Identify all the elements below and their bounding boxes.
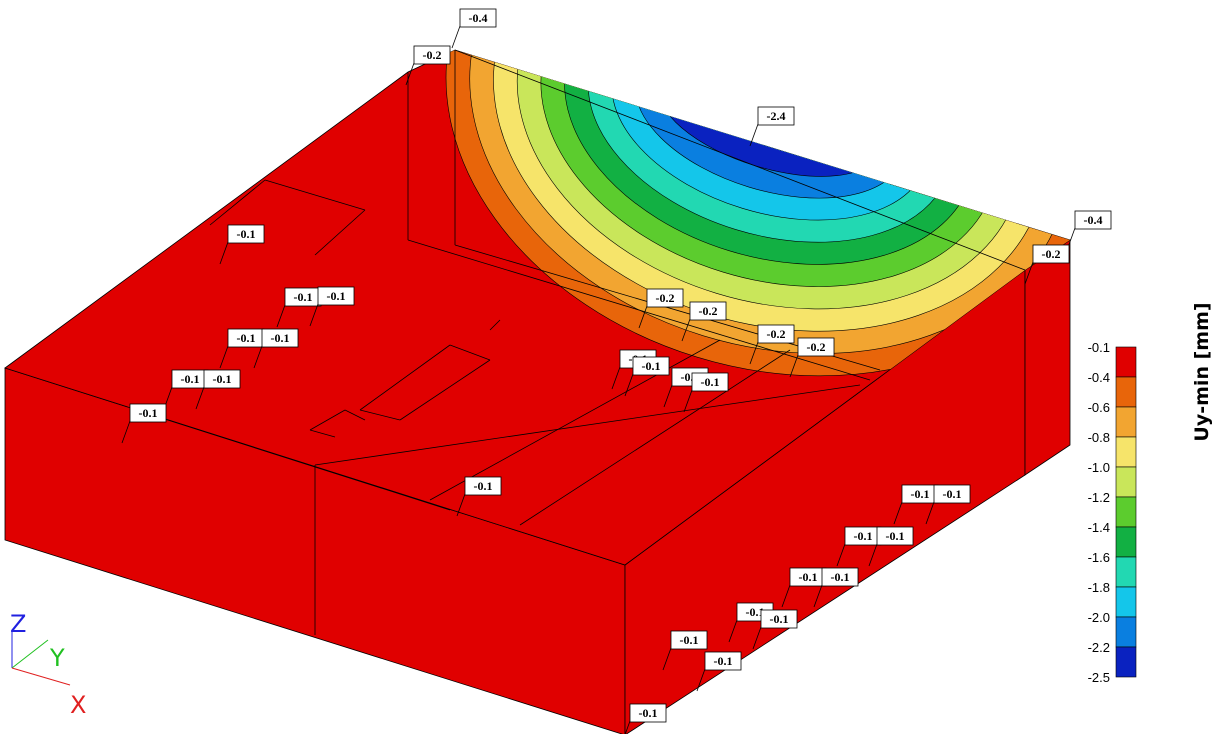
legend-band [1116,407,1136,437]
model-view: -0.4 -0.2 -2.4 -0.4 -0.2 -0.1 -0.1 -0.1 -0.1 -0.1… [0,0,1227,734]
value-label: -0.1 [271,331,290,345]
value-label: -0.1 [474,479,493,493]
legend-label: -0.4 [1088,370,1110,385]
value-label: -0.1 [213,372,232,386]
value-label: -0.1 [943,487,962,501]
legend-band [1116,467,1136,497]
value-label: -0.1 [680,633,699,647]
value-label: -0.1 [294,290,313,304]
legend-band [1116,557,1136,587]
legend: Uy-min [mm] -0.1 -0.4 -0.6 -0.8 -1.0 -1.2 -1.4… [1088,302,1213,685]
legend-label: -0.1 [1088,340,1110,355]
value-label: -0.2 [423,48,442,62]
leader-line [452,26,460,48]
value-label: -0.1 [237,227,256,241]
legend-label: -1.6 [1088,550,1110,565]
legend-band [1116,527,1136,557]
legend-label: -0.6 [1088,400,1110,415]
value-label: -2.4 [767,109,786,123]
legend-label: -1.0 [1088,460,1110,475]
y-axis-label: Y [49,644,65,672]
value-label: -0.1 [714,654,733,668]
value-label: -0.1 [139,406,158,420]
x-axis-label: X [70,691,86,719]
axis-triad: Z Y X [10,610,86,719]
value-label: -0.1 [642,359,661,373]
value-label: -0.2 [807,340,826,354]
value-label: -0.1 [854,529,873,543]
legend-band [1116,647,1136,677]
legend-label: -2.2 [1088,640,1110,655]
value-label: -0.1 [886,529,905,543]
value-label: -0.2 [1042,247,1061,261]
value-label: -0.1 [327,289,346,303]
value-label: -0.1 [831,570,850,584]
legend-band [1116,497,1136,527]
legend-band [1116,617,1136,647]
value-label: -0.4 [469,11,488,25]
legend-label: -2.5 [1088,670,1110,685]
value-label: -0.2 [699,304,718,318]
value-label: -0.4 [1084,213,1103,227]
legend-band [1116,347,1136,377]
legend-label: -1.2 [1088,490,1110,505]
legend-label: -1.8 [1088,580,1110,595]
value-label: -0.1 [911,487,930,501]
value-label: -0.1 [639,706,658,720]
value-label: -0.1 [181,372,200,386]
legend-label: -2.0 [1088,610,1110,625]
legend-band [1116,587,1136,617]
end-wall [1025,240,1070,475]
legend-band [1116,437,1136,467]
legend-title: Uy-min [mm] [1191,302,1213,441]
legend-label: -1.4 [1088,520,1110,535]
value-label: -0.1 [799,570,818,584]
legend-band [1116,377,1136,407]
legend-label: -0.8 [1088,430,1110,445]
model [5,0,1159,734]
value-label: -0.1 [237,331,256,345]
value-label: -0.2 [656,291,675,305]
value-label: -0.2 [767,327,786,341]
y-axis [12,640,48,668]
value-label: -0.1 [770,612,789,626]
z-axis-label: Z [10,610,26,638]
value-label: -0.1 [701,375,720,389]
